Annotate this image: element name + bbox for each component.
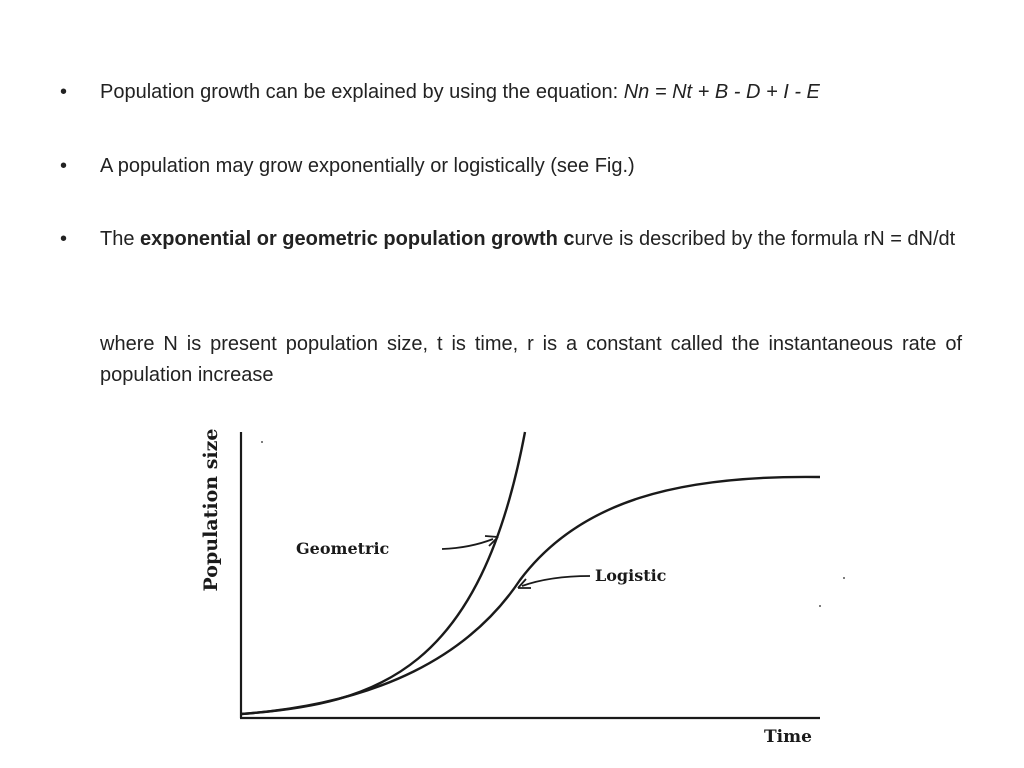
- logistic-arrow: [521, 575, 591, 587]
- bullet-item-exponential-curve: • The exponential or geometric populatio…: [60, 224, 962, 288]
- bullet-text: The exponential or geometric population …: [100, 224, 962, 255]
- bullet-marker: •: [60, 228, 68, 250]
- scan-speck: [843, 577, 845, 579]
- bullet-text: A population may grow exponentially or l…: [100, 155, 635, 177]
- y-axis-label: Population size: [200, 429, 222, 592]
- definition-paragraph: where N is present population size, t is…: [100, 333, 962, 386]
- geometric-arrow: [441, 538, 494, 550]
- bullet-text-bold: exponential or geometric population grow…: [140, 228, 575, 250]
- scan-speck: [261, 441, 263, 443]
- logistic-arrowhead: [517, 578, 531, 589]
- bullet-text: Population growth can be explained by us…: [100, 77, 962, 108]
- geometric-label: Geometric: [296, 539, 390, 558]
- scan-speck: [819, 605, 821, 607]
- logistic-curve: [240, 475, 821, 716]
- bullet-text-suffix: urve is described by the formula rN = dN…: [574, 228, 956, 250]
- growth-curves-figure: Population size Time Geometric Logistic: [200, 429, 845, 747]
- x-axis-label: Time: [764, 727, 812, 747]
- bullet-marker: •: [60, 81, 68, 103]
- geometric-curve: [240, 431, 527, 716]
- bullet-marker: •: [60, 155, 68, 177]
- bullet-text-prefix: The: [100, 228, 141, 250]
- bullet-text-plain: Population growth can be explained by us…: [100, 81, 624, 103]
- growth-equation: Nn = Nt + B - D + I - E: [623, 81, 820, 103]
- logistic-label: Logistic: [595, 566, 667, 585]
- geometric-arrowhead: [484, 535, 499, 547]
